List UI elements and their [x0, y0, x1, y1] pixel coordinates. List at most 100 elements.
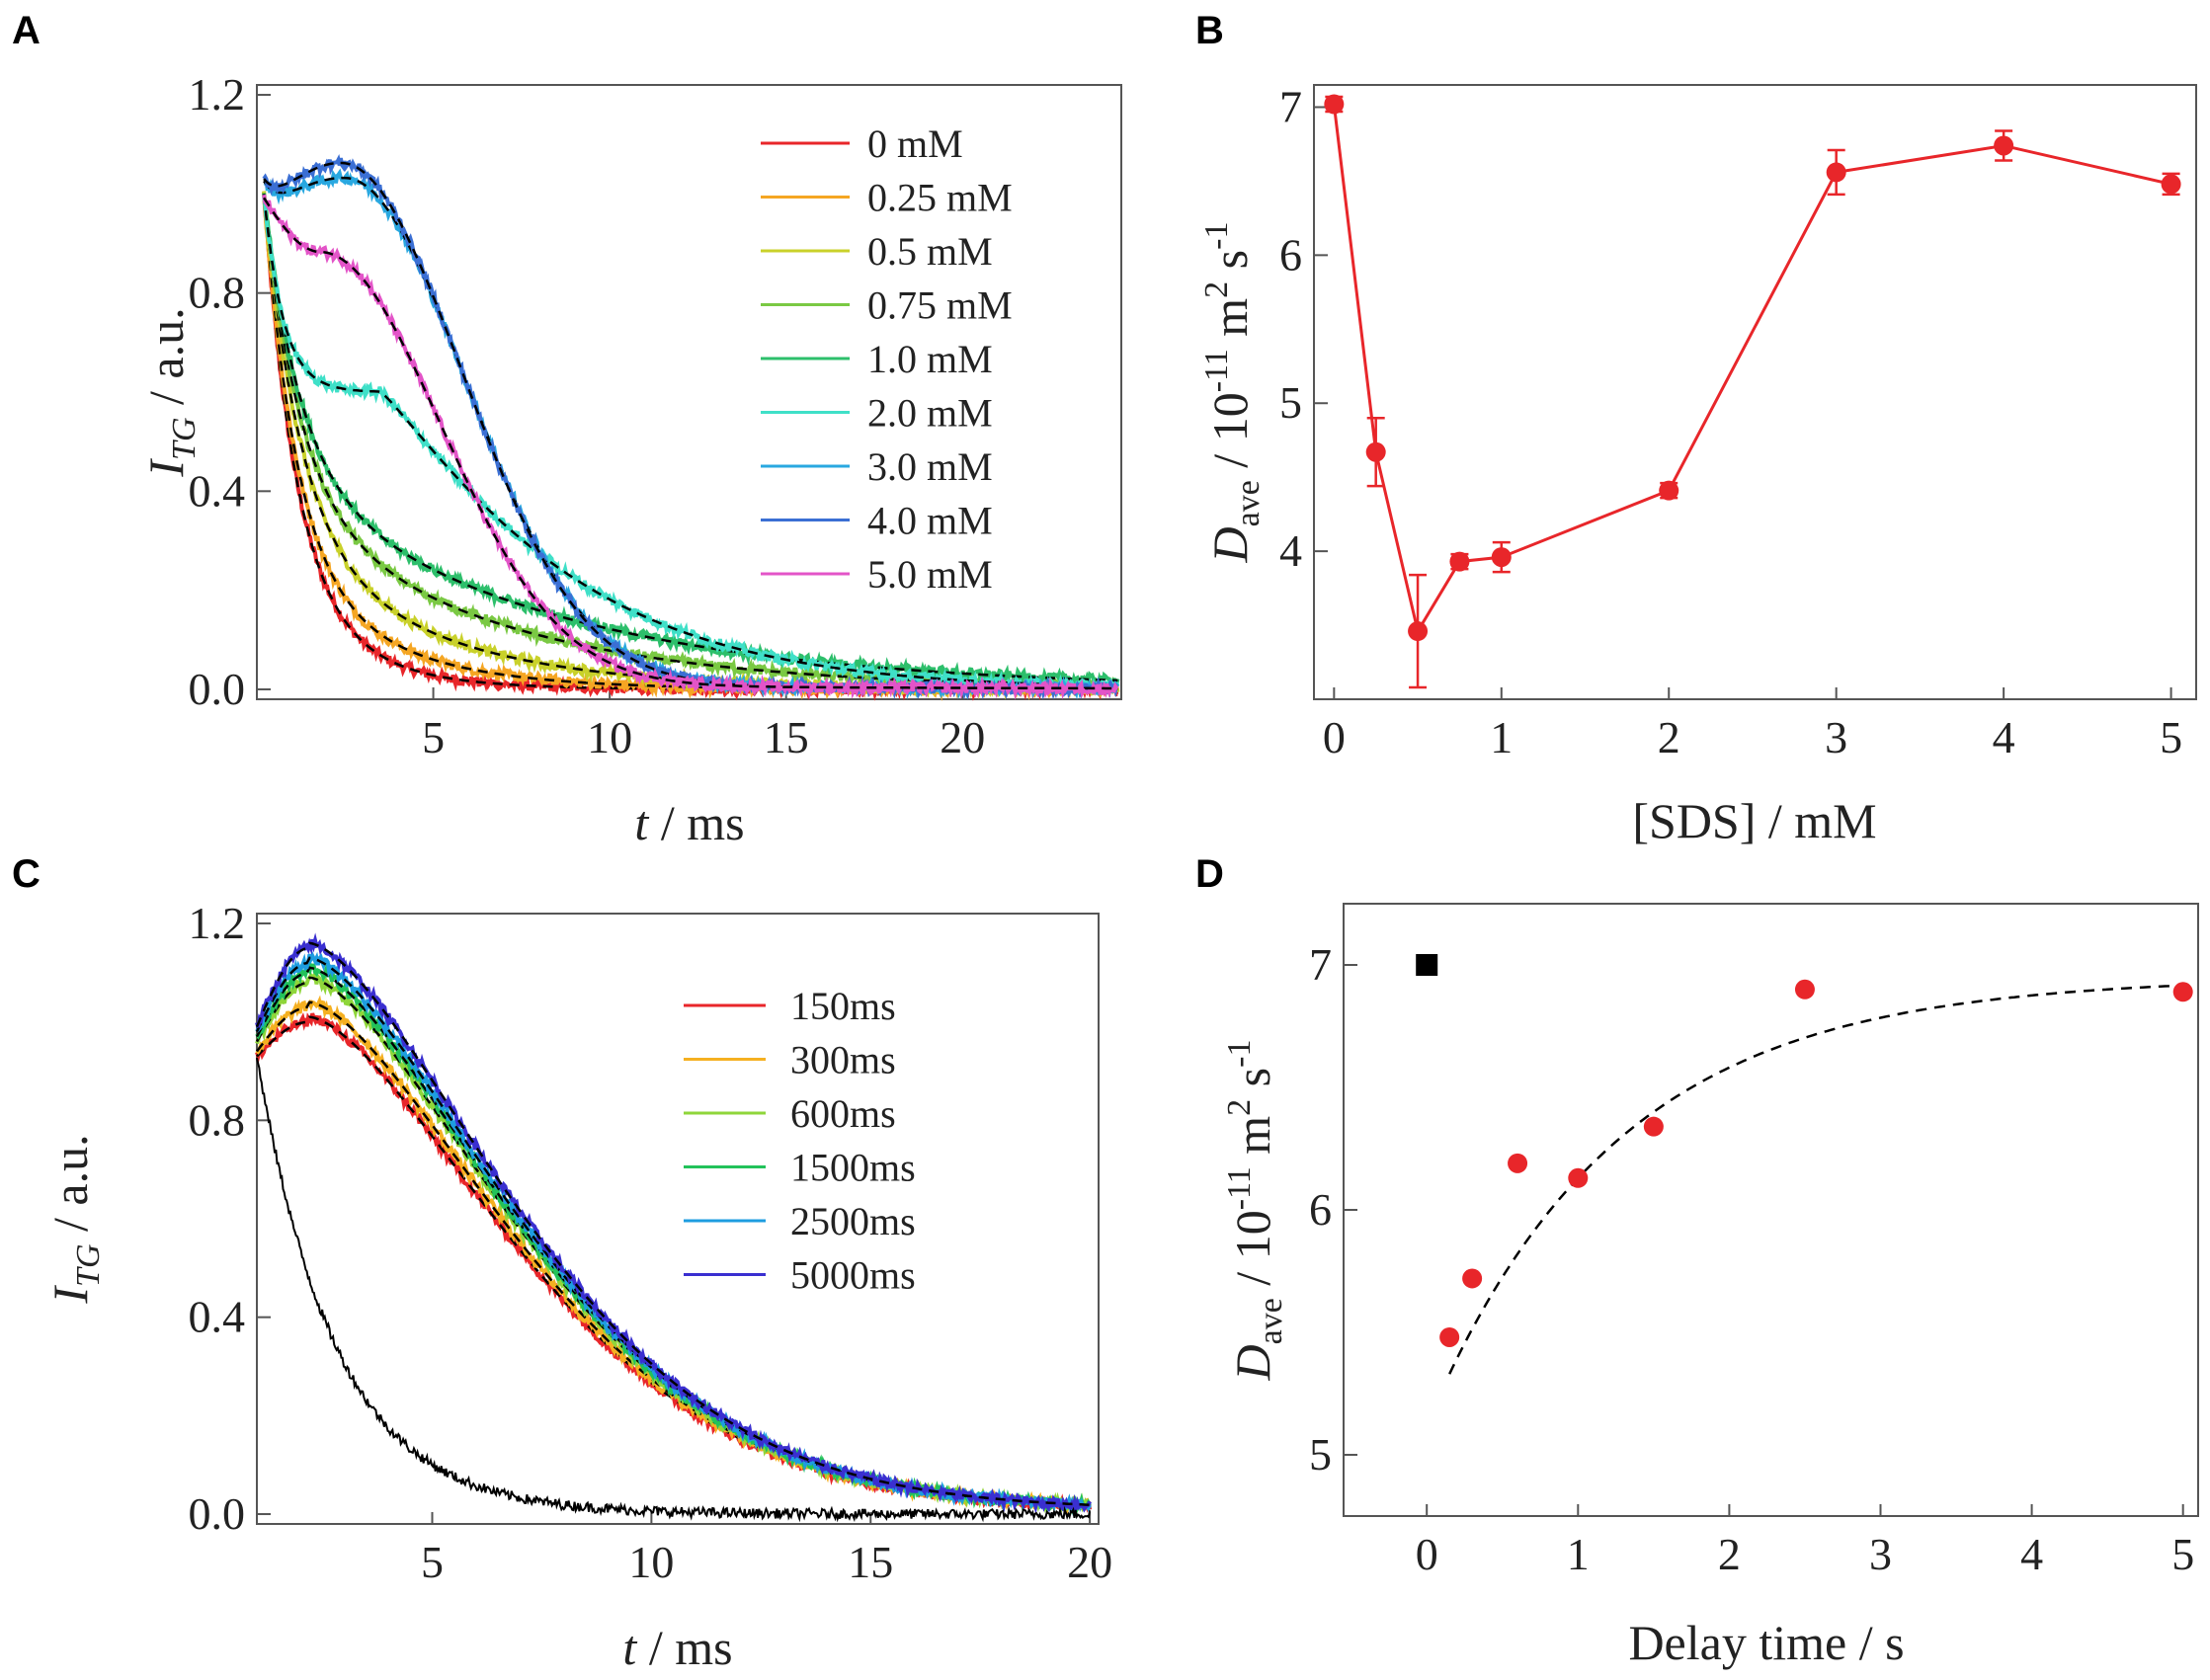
panel-c-xlabel: t / ms [622, 1620, 732, 1675]
panel-b-data-point [1491, 547, 1512, 568]
panel-c-frame [256, 913, 1100, 1525]
panel-a-ylabel: ITG / a.u. [138, 307, 203, 477]
panel-a-chart: 5 10 15 20 0.0 0.4 0.8 1.2 0 mM 0.25 mM 0.5 mM 0.7… [138, 69, 1122, 850]
panel-a-legend-label: 4.0 mM [867, 499, 993, 543]
panel-d-data-point [2172, 982, 2193, 1002]
panel-a-xtick-label: 10 [587, 712, 632, 762]
panel-a-frame [256, 84, 1122, 700]
panel-c-xtick-label: 20 [1067, 1537, 1112, 1587]
panel-c-ytick-label: 0.8 [189, 1094, 246, 1145]
panel-b-data-point [1994, 135, 2014, 156]
panel-d-ylabel: Dave / 10-11 m2 s-1 [1221, 1040, 1289, 1382]
panel-a-legend-label: 0.75 mM [867, 283, 1013, 328]
panel-a-legend-label: 2.0 mM [867, 391, 993, 436]
panel-d-ytick-label: 7 [1309, 939, 1332, 990]
panel-d-xtick-label: 5 [2171, 1529, 2194, 1579]
panel-d-ytick-label: 5 [1309, 1429, 1332, 1480]
panel-b-data-point [1659, 480, 1679, 501]
panel-d-ytick-label: 6 [1309, 1184, 1332, 1235]
panel-b-xtick-label: 2 [1658, 712, 1680, 762]
panel-a-legend-label: 5.0 mM [867, 552, 993, 597]
panel-a-legend-label: 1.0 mM [867, 337, 993, 381]
panel-d-xtick-label: 0 [1416, 1529, 1438, 1579]
panel-d-data-point [1508, 1153, 1528, 1173]
panel-d-xtick-label: 3 [1869, 1529, 1892, 1579]
panel-c-fit-line [255, 966, 1091, 1507]
panel-b-data-point [2161, 174, 2181, 195]
panel-b-data-point [1365, 441, 1386, 462]
panel-label-c: C [12, 852, 41, 896]
panel-a-fit-line [263, 161, 1118, 690]
panel-c-fit-line [256, 1015, 1091, 1507]
panel-c-ytick-label: 0.4 [189, 1292, 246, 1342]
panel-b-chart: 0 1 2 3 4 5 4 5 6 7 [SDS] / mM Dave / 10-11 m2 s-… [1198, 81, 2197, 848]
panel-c-ytick-label: 0.0 [189, 1488, 246, 1539]
panel-d-chart: 0 1 2 3 4 5 5 6 7 Delay time / s Dave / 10-11 m2… [1221, 903, 2199, 1670]
panel-d-frame [1343, 903, 2199, 1517]
panel-b-xtick-label: 5 [2160, 712, 2182, 762]
panel-b-xtick-label: 1 [1490, 712, 1513, 762]
panel-c-chart: 5 10 15 20 0.0 0.4 0.8 1.2 150ms 300ms 600ms 1500m… [42, 898, 1112, 1675]
panel-b-data-point [1408, 621, 1429, 642]
panel-d-data-point [1568, 1167, 1589, 1188]
panel-d-fit-line [1448, 984, 2183, 1375]
panel-c-xtick-label: 5 [421, 1537, 444, 1587]
panel-b-ytick-label: 5 [1279, 377, 1302, 428]
panel-c-series-trace [255, 995, 1091, 1516]
panel-b-ytick-label: 6 [1279, 229, 1302, 280]
panel-c-ytick-label: 1.2 [189, 898, 246, 948]
panel-a-legend-label: 3.0 mM [867, 444, 993, 489]
panel-b-ylabel: Dave / 10-11 m2 s-1 [1198, 222, 1267, 564]
panel-a-fit-line [262, 194, 1118, 691]
panel-b-data-point [1324, 94, 1345, 115]
panel-b-xtick-label: 3 [1825, 712, 1847, 762]
panel-a-ytick-label: 0.0 [189, 664, 246, 714]
panel-label-b: B [1195, 9, 1224, 52]
panel-a-ytick-label: 0.8 [189, 268, 246, 318]
panel-c-legend-label: 600ms [790, 1091, 896, 1136]
panel-c-legend-label: 150ms [790, 984, 896, 1028]
panel-b-frame [1313, 84, 2197, 700]
panel-d-xlabel: Delay time / s [1628, 1615, 1904, 1670]
panel-label-a: A [12, 9, 41, 52]
panel-a-ytick-label: 0.4 [189, 465, 246, 516]
panel-a-xtick-label: 20 [940, 712, 985, 762]
panel-a-fit-line [262, 194, 1118, 688]
panel-a-fit-line [263, 197, 1118, 690]
panel-c-legend-label: 1500ms [790, 1146, 916, 1190]
panel-a-legend-label: 0 mM [867, 121, 963, 166]
panel-c-xtick-label: 10 [628, 1537, 674, 1587]
panel-d-data-point [1794, 979, 1815, 1000]
panel-d-reference-point [1416, 954, 1438, 976]
panel-c-xtick-label: 15 [848, 1537, 893, 1587]
panel-a-xtick-label: 5 [422, 712, 445, 762]
panel-b-xtick-label: 4 [1993, 712, 2015, 762]
panel-c-series-trace [255, 1012, 1093, 1513]
panel-c-reference-trace [256, 1057, 1092, 1523]
panel-b-ytick-label: 4 [1279, 525, 1302, 576]
panel-d-data-point [1439, 1326, 1460, 1347]
panel-b-xtick-label: 0 [1323, 712, 1346, 762]
panel-label-d: D [1195, 852, 1224, 896]
panel-d-data-point [1462, 1268, 1483, 1289]
panel-b-xlabel: [SDS] / mM [1632, 793, 1876, 848]
panel-d-data-point [1643, 1116, 1664, 1137]
panel-d-xtick-label: 1 [1567, 1529, 1590, 1579]
panel-c-ylabel: ITG / a.u. [42, 1134, 107, 1304]
panel-a-ytick-label: 1.2 [189, 69, 246, 120]
panel-d-xtick-label: 4 [2020, 1529, 2043, 1579]
panel-b-data-point [1826, 162, 1846, 183]
panel-a-legend-label: 0.5 mM [867, 229, 993, 274]
panel-b-ytick-label: 7 [1279, 81, 1302, 131]
panel-b-data-point [1449, 551, 1470, 572]
panel-c-legend-label: 300ms [790, 1038, 896, 1082]
panel-c-legend-label: 5000ms [790, 1253, 916, 1298]
panel-a-xtick-label: 15 [764, 712, 809, 762]
panel-d-xtick-label: 2 [1718, 1529, 1741, 1579]
panel-c-fit-line [255, 941, 1091, 1506]
panel-c-fit-line [256, 1000, 1091, 1507]
panel-a-xlabel: t / ms [634, 795, 744, 850]
panel-c-series-trace [255, 962, 1092, 1517]
panel-c-legend-label: 2500ms [790, 1199, 916, 1243]
